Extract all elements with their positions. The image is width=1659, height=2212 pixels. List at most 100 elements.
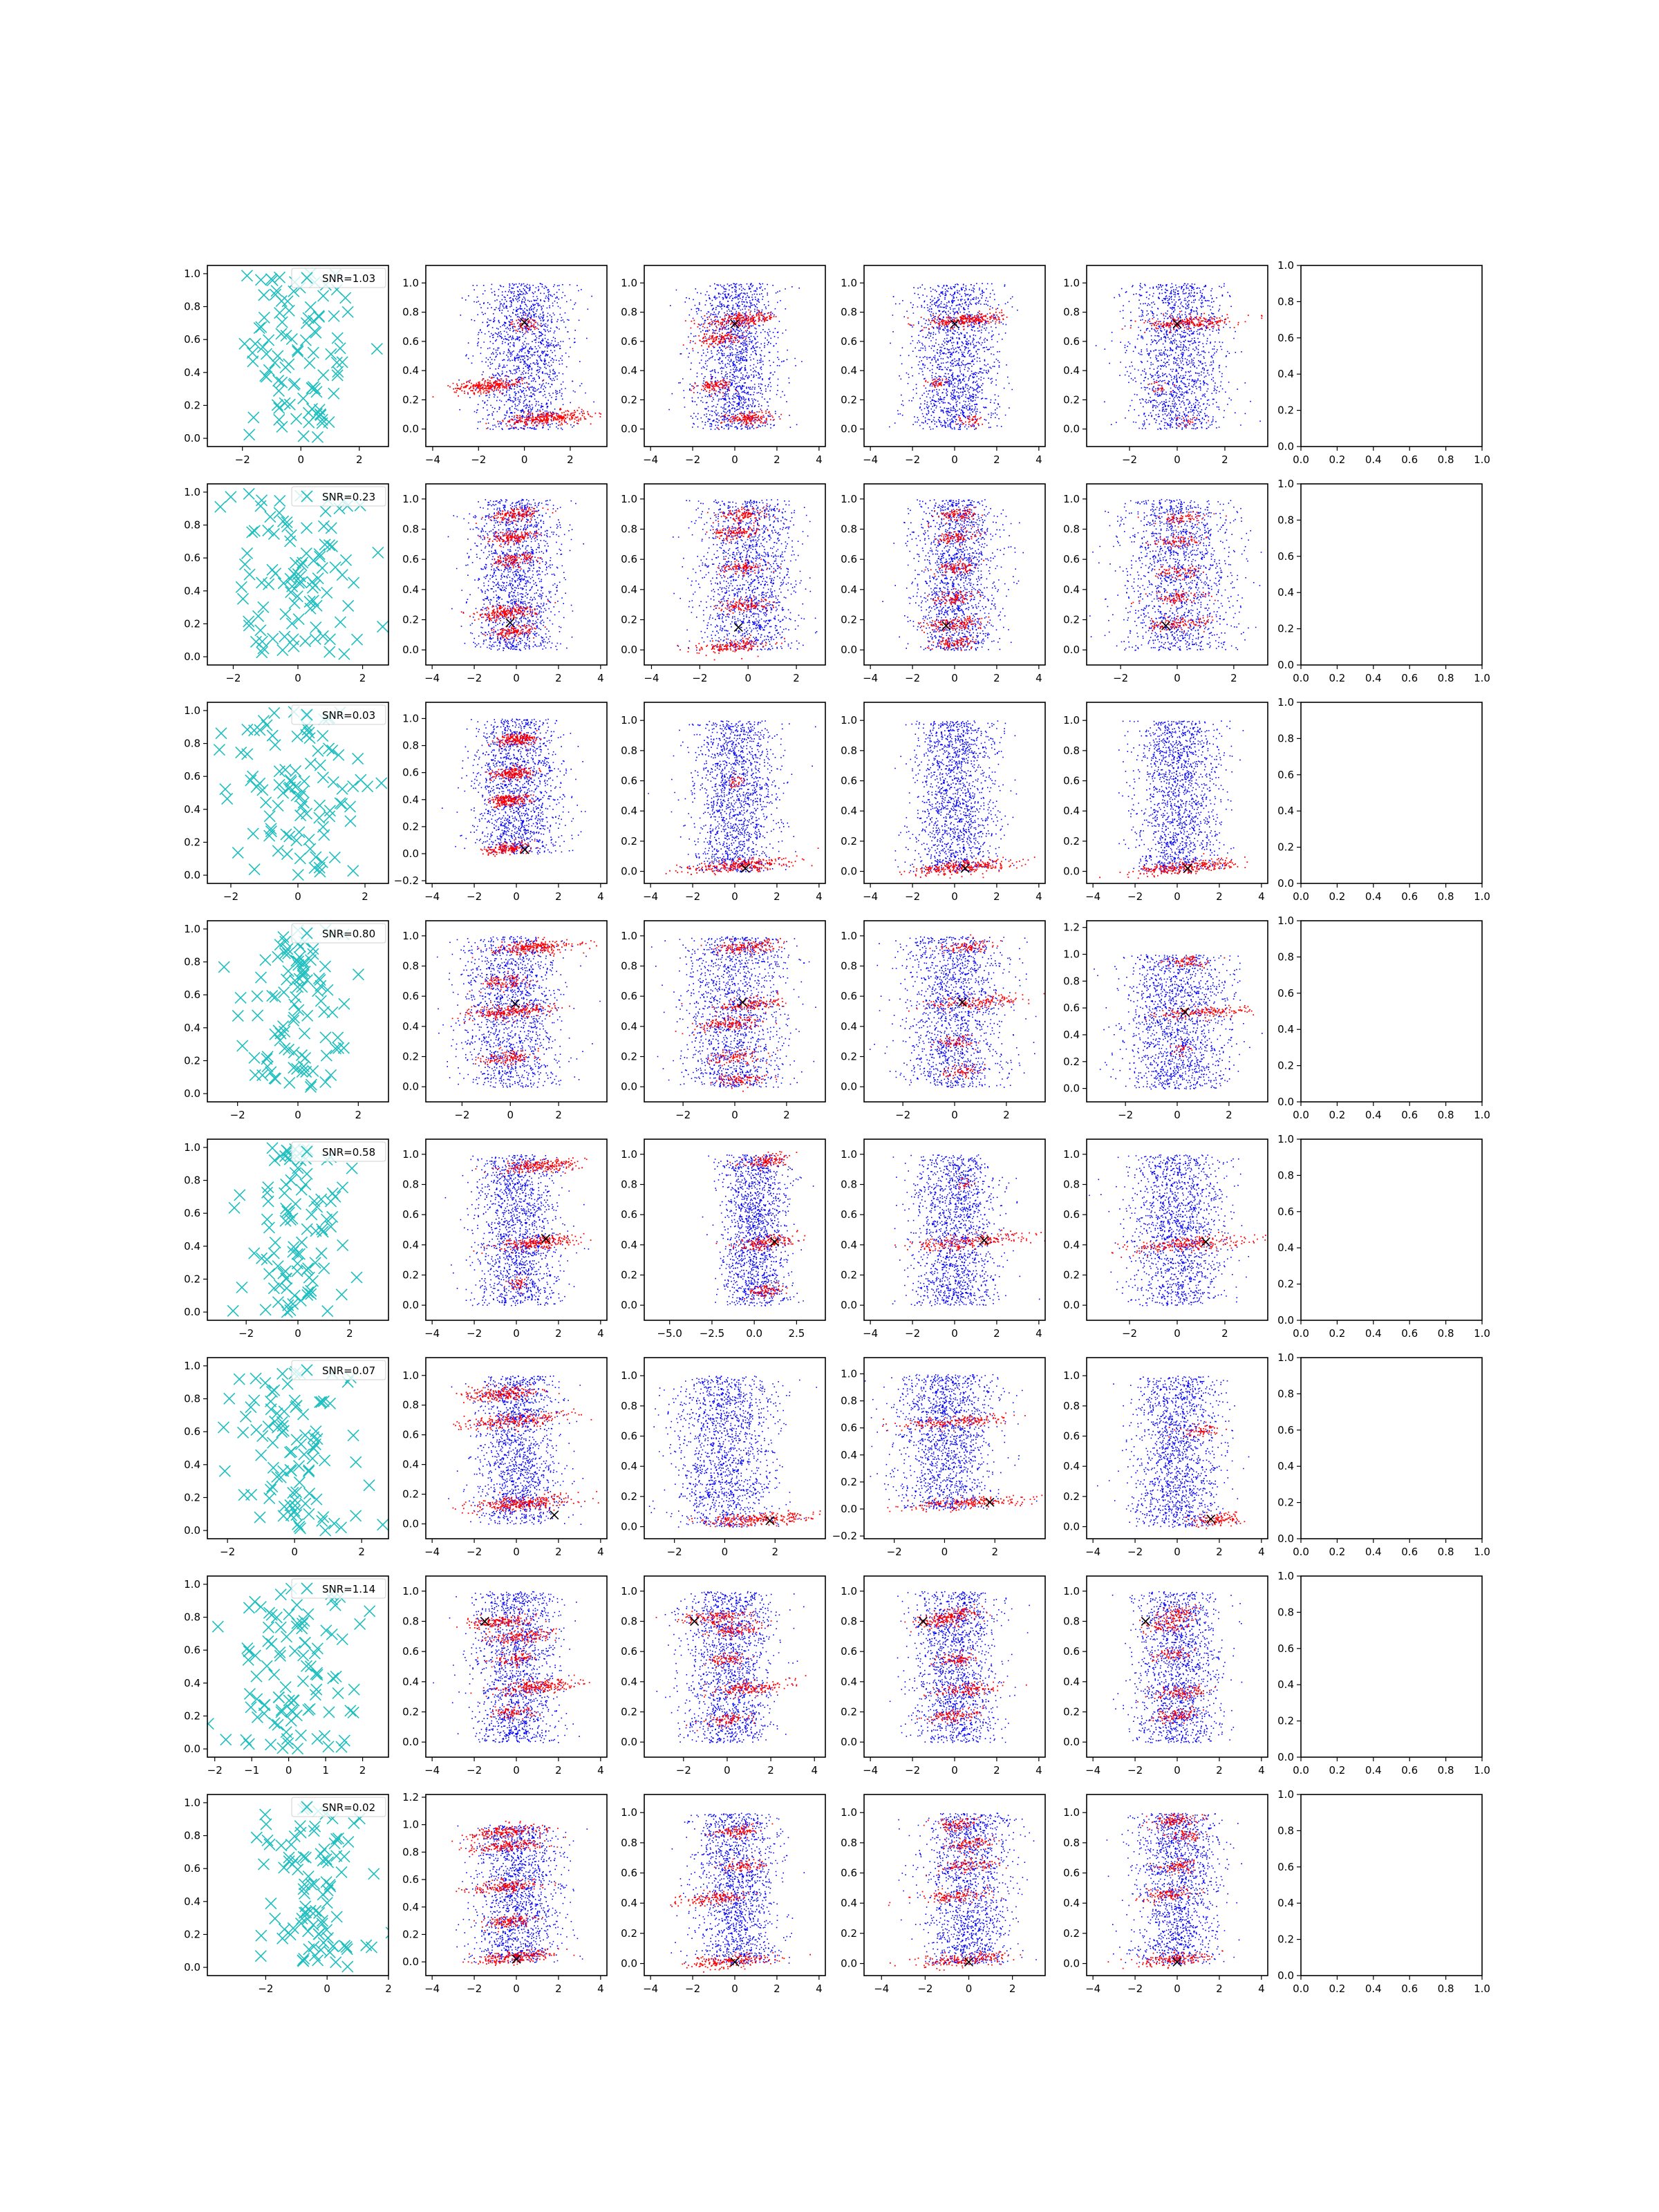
sample-point bbox=[272, 1691, 285, 1704]
center-marker bbox=[510, 999, 520, 1009]
sample-point bbox=[243, 619, 255, 632]
x-tick-label: 2 bbox=[767, 1764, 774, 1777]
y-tick-label: 0.0 bbox=[184, 650, 200, 663]
sample-point bbox=[274, 939, 286, 951]
y-tick-label: 0.8 bbox=[402, 1846, 419, 1858]
sample-point bbox=[317, 821, 329, 833]
y-tick-label: 0.0 bbox=[621, 1958, 637, 1970]
y-tick-label: 1.0 bbox=[1063, 1806, 1080, 1819]
y-tick-label: 0.6 bbox=[1277, 1424, 1294, 1436]
sample-point bbox=[309, 1438, 321, 1451]
sample-point bbox=[291, 590, 303, 603]
sample-point bbox=[288, 1011, 300, 1024]
x-tick-label: 0 bbox=[1174, 672, 1181, 684]
sample-point bbox=[315, 1247, 328, 1259]
sample-point bbox=[319, 505, 332, 518]
x-tick-label: 2 bbox=[555, 1327, 562, 1340]
posterior-scatter-panel: −4 −2 0 2 4 0.0 0.2 0.4 0.6 0.8 1.0 bbox=[841, 265, 1046, 466]
blue-samples bbox=[882, 499, 1024, 651]
y-tick-label: 1.0 bbox=[1063, 1585, 1080, 1597]
x-tick-label: 2 bbox=[793, 672, 800, 684]
x-tick-label: 0 bbox=[1174, 1327, 1181, 1340]
x-tick-label: 2 bbox=[774, 890, 780, 903]
sample-points bbox=[238, 268, 383, 443]
sample-point bbox=[247, 827, 259, 840]
sample-point bbox=[248, 1051, 261, 1064]
sample-point bbox=[243, 1602, 255, 1614]
y-tick-label: 0.2 bbox=[1277, 1715, 1294, 1727]
sample-point bbox=[262, 524, 274, 537]
x-tick-label: 2 bbox=[991, 1546, 998, 1558]
posterior-scatter-panel: −4 −2 0 2 0.0 0.2 0.4 0.6 0.8 1.0 bbox=[621, 483, 826, 684]
sample-point bbox=[313, 799, 326, 812]
y-tick-label: 0.6 bbox=[1063, 1208, 1080, 1221]
x-tick-label: 2 bbox=[555, 672, 562, 684]
sample-point bbox=[269, 1236, 281, 1249]
sample-point bbox=[236, 1281, 248, 1293]
sample-point bbox=[315, 1848, 327, 1860]
sample-point bbox=[297, 392, 310, 405]
sample-point bbox=[298, 1906, 311, 1919]
x-tick-label: 0 bbox=[1174, 1546, 1181, 1558]
sample-point bbox=[315, 1944, 327, 1956]
sample-point bbox=[283, 1608, 295, 1620]
y-tick-label: 0.2 bbox=[402, 1928, 419, 1940]
sample-point bbox=[255, 1929, 268, 1942]
center-marker bbox=[985, 1497, 995, 1507]
sample-point bbox=[279, 935, 292, 948]
point-cloud bbox=[1112, 1591, 1243, 1743]
sample-point bbox=[295, 1183, 308, 1196]
y-tick-label: 0.0 bbox=[621, 423, 637, 435]
x-tick-label: 2 bbox=[993, 1327, 1000, 1340]
sample-point bbox=[321, 1305, 334, 1318]
sample-point bbox=[326, 1187, 339, 1199]
sample-point bbox=[273, 413, 285, 426]
y-tick-label: 1.0 bbox=[402, 493, 419, 505]
sample-point bbox=[298, 1953, 310, 1965]
sample-point bbox=[320, 1624, 332, 1637]
sample-point bbox=[326, 1628, 338, 1640]
sample-point bbox=[250, 1670, 263, 1683]
sample-point bbox=[300, 547, 312, 560]
empty-axes-panel: 0.0 0.2 0.4 0.6 0.8 1.0 0.0 0.2 0.4 0.6 0.8 1.0 bbox=[1277, 1351, 1490, 1558]
sample-point bbox=[269, 991, 281, 1003]
posterior-scatter-panel: −2 0 2 0.0 0.2 0.4 0.6 0.8 1.0 bbox=[621, 920, 826, 1121]
sample-point bbox=[249, 1069, 261, 1081]
sample-point bbox=[309, 1257, 321, 1269]
center-marker bbox=[769, 1237, 780, 1247]
y-tick-label: 1.0 bbox=[841, 714, 857, 727]
y-tick-label: 0.8 bbox=[402, 960, 419, 973]
sample-point bbox=[323, 415, 335, 429]
sample-point bbox=[264, 1738, 277, 1751]
legend-box bbox=[291, 1360, 386, 1380]
posterior-axes-frame bbox=[863, 1575, 1046, 1758]
sample-point bbox=[308, 1825, 320, 1837]
sample-point bbox=[313, 812, 326, 824]
y-tick-label: 1.0 bbox=[1063, 714, 1080, 727]
x-tick-label: −2 bbox=[207, 1764, 223, 1777]
x-tick-label: −4 bbox=[643, 1983, 658, 1995]
sample-point bbox=[218, 1465, 231, 1477]
red-samples bbox=[1121, 310, 1263, 427]
sample-point bbox=[304, 1080, 317, 1093]
blue-samples bbox=[442, 718, 586, 855]
sample-point bbox=[258, 1707, 270, 1720]
sample-point bbox=[332, 1833, 344, 1845]
x-tick-label: 0 bbox=[513, 1983, 520, 1995]
sample-point bbox=[256, 341, 269, 353]
sample-point bbox=[335, 1521, 347, 1534]
sample-point bbox=[279, 1042, 291, 1055]
x-tick-label: −2 bbox=[905, 453, 920, 466]
sample-point bbox=[255, 321, 268, 333]
sample-point bbox=[317, 1936, 330, 1949]
sample-point bbox=[251, 990, 263, 1002]
sample-point bbox=[299, 334, 312, 346]
y-tick-label: 1.0 bbox=[402, 1585, 419, 1597]
x-tick-label: −2.5 bbox=[700, 1327, 724, 1340]
sample-point bbox=[281, 1144, 293, 1156]
sample-point bbox=[221, 793, 234, 805]
sample-point bbox=[285, 617, 299, 630]
sample-point bbox=[241, 723, 254, 736]
sample-point bbox=[303, 732, 316, 744]
y-tick-label: 0.6 bbox=[621, 1645, 637, 1658]
